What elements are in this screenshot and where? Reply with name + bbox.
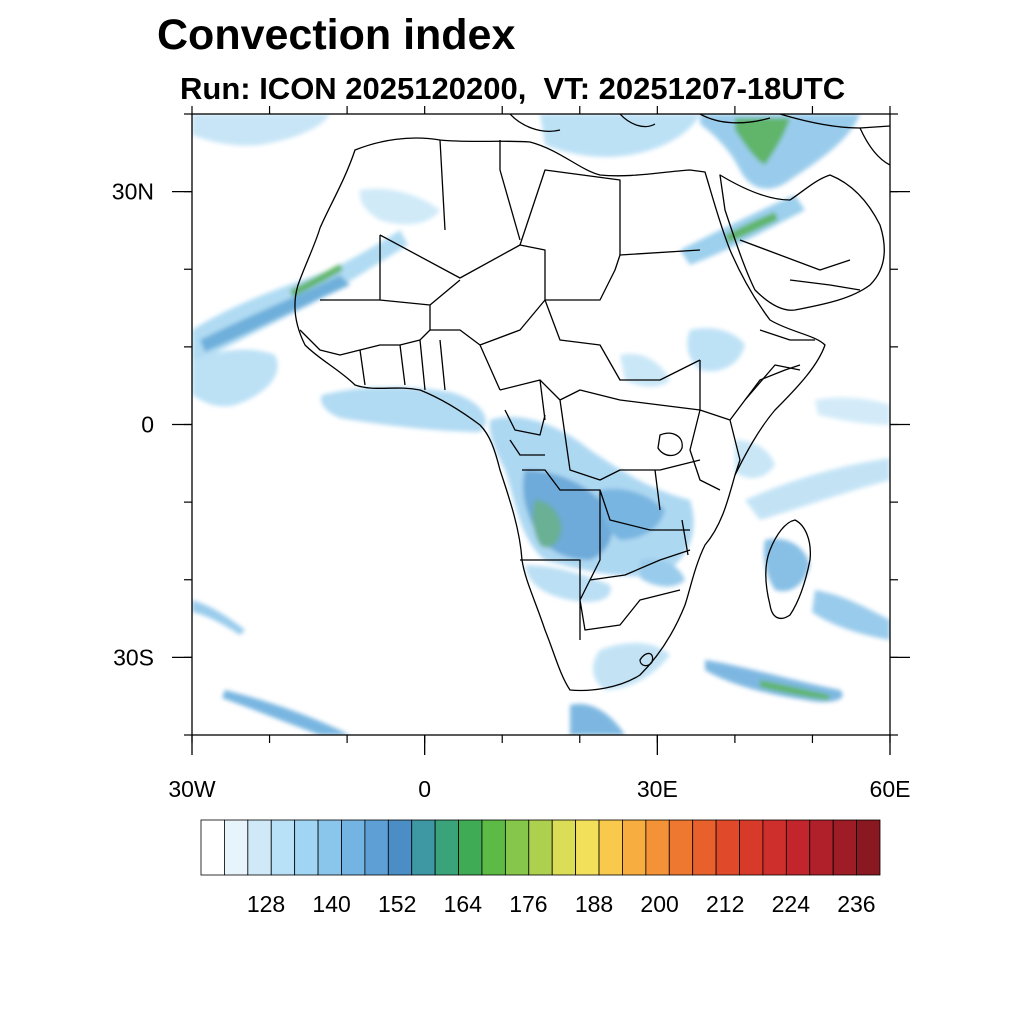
y-tick-label: 0 (141, 412, 154, 438)
colorbar-tick-label: 128 (247, 891, 285, 917)
colorbar-swatch (832, 819, 857, 876)
shade-med-west (192, 114, 330, 146)
border-horn (744, 329, 815, 401)
colorbar-swatch (481, 819, 506, 876)
lake-tanganyika (654, 469, 661, 511)
shade-indian-ocean-se (812, 590, 890, 640)
shade-mozambique (640, 558, 685, 587)
colorbar-swatch (504, 819, 530, 876)
colorbar-swatch (458, 819, 483, 876)
border-south-africa-inner (639, 652, 654, 667)
colorbar-swatch (692, 819, 717, 876)
colorbar-swatch (668, 819, 694, 876)
x-tick-label: 0 (418, 776, 431, 802)
colorbar-tick-label: 152 (378, 891, 416, 917)
border-west-africa (299, 329, 446, 391)
colorbar: 128 140 152 164 176 188 200 212 224 236 (200, 819, 881, 917)
colorbar-swatch (551, 819, 577, 876)
colorbar-swatch (387, 819, 413, 876)
shade-core-green-1 (290, 264, 343, 297)
colorbar-tick-label: 236 (837, 891, 875, 917)
shade-namibia (525, 565, 611, 602)
shade-gulf-guinea (320, 387, 486, 432)
border-north-africa-1 (379, 234, 701, 301)
x-tick-label: 60E (870, 776, 911, 802)
map-boundaries (294, 114, 890, 692)
colorbar-tick-label: 164 (444, 891, 483, 917)
border-sahel (320, 235, 701, 391)
colorbar-swatch (598, 819, 623, 876)
med-north-coast (509, 114, 890, 132)
shade-indian-ocean-ne (745, 458, 890, 520)
colorbar-tick-label: 224 (772, 891, 811, 917)
border-central-africa (499, 379, 701, 481)
colorbar-tick-label: 200 (640, 891, 678, 917)
shade-east-africa (735, 440, 775, 479)
colorbar-swatch (364, 819, 389, 876)
border-north-africa-2 (439, 139, 621, 255)
colorbar-swatch (317, 819, 342, 876)
shade-med-green (735, 118, 790, 165)
colorbar-swatch (200, 819, 225, 876)
colorbar-tick-label: 212 (706, 891, 744, 917)
x-tick-label: 30E (637, 776, 678, 802)
madagascar-coast (765, 519, 811, 619)
lake-victoria (657, 432, 683, 457)
colorbar-tick-label: 140 (312, 891, 350, 917)
colorbar-swatch (715, 819, 740, 876)
map-axes: 30W 0 30E 60E 30N 0 30S (112, 106, 911, 802)
shade-south-green (760, 680, 830, 700)
shade-south-atl (222, 690, 350, 735)
y-tick-label: 30N (112, 179, 154, 205)
shade-indian-ocean-e (815, 397, 890, 425)
shade-atlantic-w (192, 349, 278, 407)
colorbar-swatch (528, 819, 553, 876)
chart-title: Convection index (157, 11, 516, 59)
shade-band-nw-africa-core (200, 275, 350, 352)
arabia-coast (719, 174, 885, 311)
caspian-coast (859, 127, 890, 166)
colorbar-swatch (411, 819, 436, 876)
border-southern-africa (520, 469, 691, 640)
colorbar-swatch (622, 819, 647, 876)
border-cameroon-gabon (504, 409, 546, 456)
shade-zambia-core (599, 488, 665, 540)
colorbar-tick-label: 188 (575, 891, 613, 917)
convection-shading (192, 114, 890, 735)
x-tick-label: 30W (168, 776, 216, 802)
lake-malawi (681, 519, 689, 556)
colorbar-swatch (341, 819, 366, 876)
shade-south-atl-w (192, 600, 245, 635)
border-arabia (739, 239, 861, 291)
colorbar-swatch (247, 819, 272, 876)
shade-south-africa-bottom (570, 703, 625, 735)
shade-sudan (620, 353, 670, 387)
colorbar-swatch (575, 819, 600, 876)
colorbar-swatch (270, 819, 296, 876)
colorbar-swatch (762, 819, 787, 876)
shade-madagascar (763, 538, 810, 592)
shade-se-coast (593, 643, 670, 690)
colorbar-swatch (809, 819, 834, 876)
colorbar-swatch (739, 819, 764, 876)
y-tick-label: 30S (113, 644, 154, 670)
colorbar-swatch (856, 819, 881, 876)
chart-subtitle: Run: ICON 2025120200, VT: 20251207-18UTC (180, 71, 846, 106)
colorbar-tick-label: 176 (509, 891, 547, 917)
shade-angola-green (532, 500, 562, 548)
colorbar-swatch (434, 819, 459, 876)
shade-med-central (540, 114, 700, 157)
colorbar-swatch (224, 819, 249, 876)
shade-north-africa (359, 188, 440, 225)
shade-ethiopia (687, 328, 745, 372)
colorbar-swatch (645, 819, 670, 876)
colorbar-swatch (294, 819, 319, 876)
shade-red-sea-green (725, 212, 778, 243)
colorbar-swatch (785, 819, 811, 876)
africa-coastline (294, 137, 826, 692)
